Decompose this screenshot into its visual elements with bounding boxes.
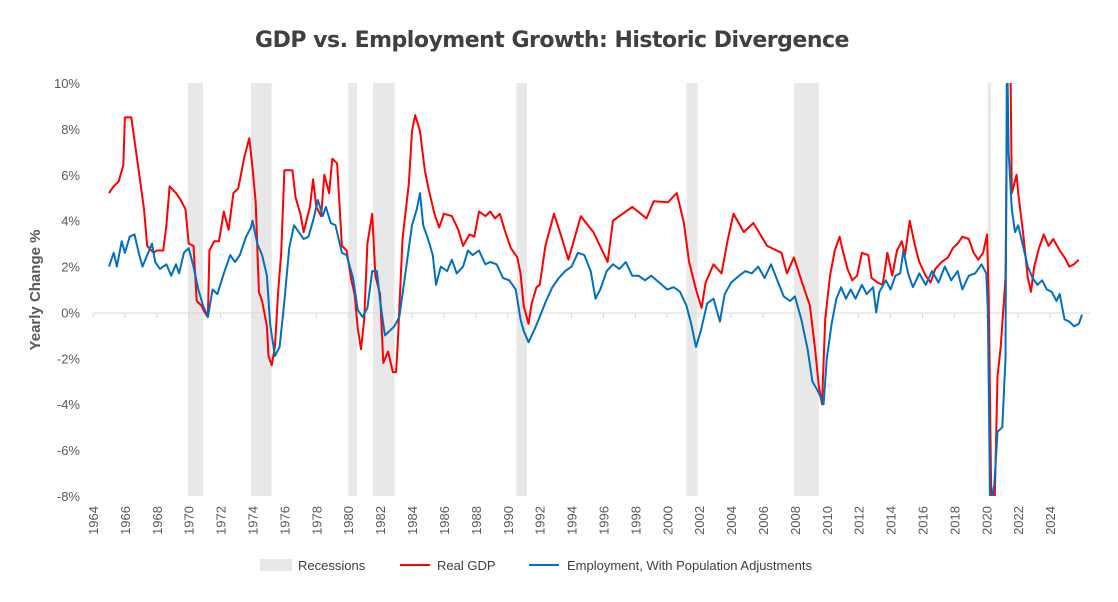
legend-label-recessions: Recessions (298, 558, 366, 573)
y-tick-label: 4% (61, 214, 80, 229)
x-tick-label: 1982 (373, 506, 388, 535)
recession-band (987, 83, 992, 496)
employment-line (108, 83, 1083, 496)
x-tick-label: 1972 (214, 506, 229, 535)
y-tick-label: 0% (61, 305, 80, 320)
x-tick-label: 2000 (660, 506, 675, 535)
x-tick-label: 1998 (628, 506, 643, 535)
recession-band (372, 83, 395, 496)
y-axis: 10% 8% 6% 4% 2% 0% -2% -4% -6% -8% (54, 76, 80, 504)
x-tick-label: 2014 (884, 506, 899, 535)
x-tick-label: 1996 (596, 506, 611, 535)
x-tick-label: 1964 (86, 506, 101, 535)
x-tick-label: 2010 (820, 506, 835, 535)
x-tick-label: 2008 (788, 506, 803, 535)
y-tick-label: 2% (61, 260, 80, 275)
x-tick-label: 1984 (405, 506, 420, 535)
x-tick-label: 2022 (1011, 506, 1026, 535)
x-tick-label: 1974 (246, 506, 261, 535)
x-tick-label: 2020 (979, 506, 994, 535)
x-tick-label: 2006 (756, 506, 771, 535)
y-tick-label: 6% (61, 168, 80, 183)
y-tick-label: -6% (57, 443, 81, 458)
gdp-line (108, 83, 1080, 496)
x-tick-label: 2012 (852, 506, 867, 535)
x-tick-label: 2016 (916, 506, 931, 535)
y-tick-label: -2% (57, 351, 81, 366)
recession-band (250, 83, 272, 496)
x-tick-label: 2024 (1043, 506, 1058, 535)
recession-band (686, 83, 698, 496)
series-lines (108, 83, 1083, 496)
recession-band (794, 83, 819, 496)
x-axis: 1964 1966 1968 1970 1972 1974 1976 1978 1980 1982… (86, 313, 1058, 535)
x-tick-label: 1968 (150, 506, 165, 535)
x-tick-label: 2002 (692, 506, 707, 535)
x-tick-label: 2004 (724, 506, 739, 535)
x-tick-label: 1976 (277, 506, 292, 535)
x-tick-label: 1994 (565, 506, 580, 535)
chart-title: GDP vs. Employment Growth: Historic Dive… (255, 28, 849, 53)
x-tick-label: 1990 (501, 506, 516, 535)
x-tick-label: 1986 (437, 506, 452, 535)
x-tick-label: 1966 (118, 506, 133, 535)
x-tick-label: 1970 (182, 506, 197, 535)
x-tick-label: 1992 (533, 506, 548, 535)
x-tick-label: 1980 (341, 506, 356, 535)
x-tick-label: 1978 (309, 506, 324, 535)
y-tick-label: 10% (54, 76, 80, 91)
y-tick-label: -8% (57, 489, 81, 504)
legend-label-gdp: Real GDP (437, 558, 496, 573)
legend-swatch-recessions (260, 559, 292, 571)
legend-label-employment: Employment, With Population Adjustments (567, 558, 812, 573)
x-tick-label: 1988 (469, 506, 484, 535)
x-tick-label: 2018 (947, 506, 962, 535)
y-axis-label: Yearly Change % (27, 230, 44, 351)
legend: Recessions Real GDP Employment, With Pop… (260, 558, 812, 573)
y-tick-label: -4% (57, 397, 81, 412)
y-tick-label: 8% (61, 122, 80, 137)
